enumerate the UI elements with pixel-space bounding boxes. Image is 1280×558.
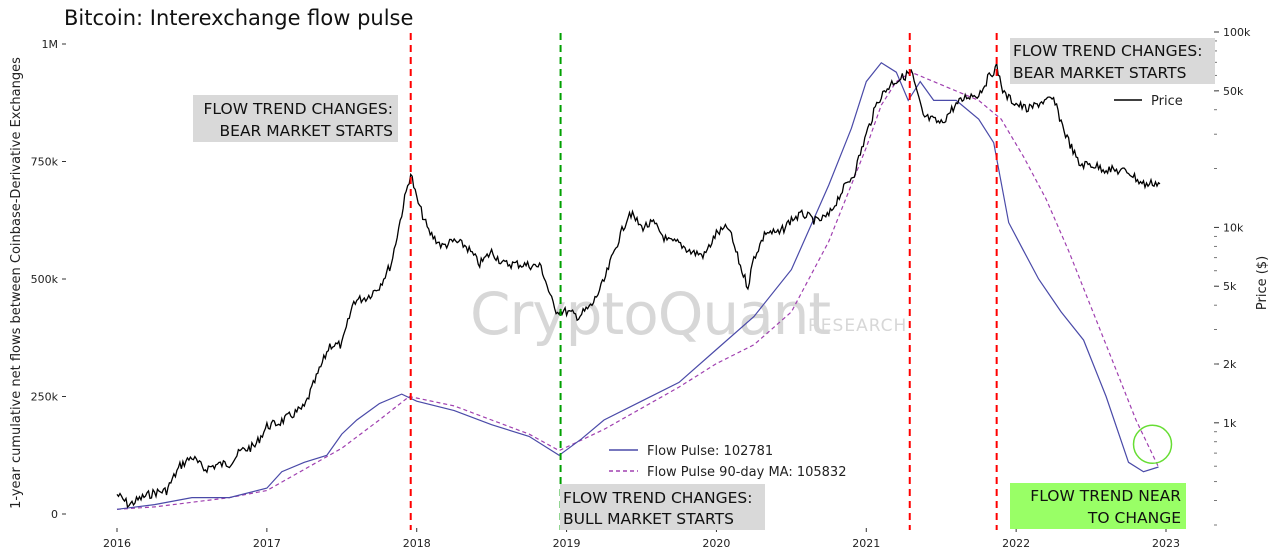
series-line-0 <box>116 60 1161 509</box>
x-tick-label-7: 2023 <box>1152 537 1180 550</box>
watermark-logo-text: CryptoQuant <box>470 280 830 348</box>
annotation-2022-line1: FLOW TREND CHANGES: <box>1013 42 1202 60</box>
annotation-near-change-box <box>1010 483 1186 529</box>
y-tick-label-0: 0 <box>51 508 58 521</box>
legend-price-label: Price <box>1151 94 1183 109</box>
x-tick-label-5: 2021 <box>852 537 880 550</box>
x-tick-label-2: 2018 <box>403 537 431 550</box>
series-layer <box>116 60 1161 510</box>
y2-tick-label-0: 1k <box>1223 417 1237 430</box>
x-axis: 2016 2017 2018 2019 2020 2021 2022 2023 <box>103 528 1180 550</box>
annotation-2022: FLOW TREND CHANGES: BEAR MARKET STARTS <box>1010 38 1215 84</box>
annotation-2018: FLOW TREND CHANGES: BEAR MARKET STARTS <box>193 95 398 142</box>
annotation-near-line1: FLOW TREND NEAR <box>1030 487 1181 505</box>
x-tick-label-1: 2017 <box>253 537 281 550</box>
annotation-2022-box <box>1010 38 1215 84</box>
annotation-2019-box <box>560 484 765 530</box>
watermark: CryptoQuant RESEARCH <box>470 280 907 348</box>
annotation-2018-box <box>193 95 398 142</box>
right-axis: 1k 2k 5k 10k 50k 100k <box>1214 26 1251 526</box>
vline-layer <box>409 33 998 530</box>
y2-tick-label-2: 5k <box>1223 280 1237 293</box>
annotation-2018-line1: FLOW TREND CHANGES: <box>204 100 393 118</box>
legend-flow: Flow Pulse: 102781 Flow Pulse 90-day MA:… <box>609 444 846 480</box>
y-tick-label-4: 1M <box>42 38 59 51</box>
x-tick-label-4: 2020 <box>702 537 730 550</box>
legend-flow-ma-label: Flow Pulse 90-day MA: 105832 <box>647 465 846 480</box>
annotation-2019-line2: BULL MARKET STARTS <box>563 510 734 528</box>
y2-tick-label-1: 2k <box>1223 358 1237 371</box>
annotation-2019-line1: FLOW TREND CHANGES: <box>563 489 752 507</box>
series-line-1 <box>116 62 1159 510</box>
y2-tick-label-3: 10k <box>1223 221 1244 234</box>
y2-tick-label-5: 100k <box>1223 26 1251 39</box>
watermark-sub-text: RESEARCH <box>808 316 907 336</box>
y-tick-label-3: 750k <box>31 156 59 169</box>
legend-flow-pulse-label: Flow Pulse: 102781 <box>647 444 773 459</box>
y-tick-label-1: 250k <box>31 391 59 404</box>
x-tick-label-6: 2022 <box>1002 537 1030 550</box>
annotation-2018-line2: BEAR MARKET STARTS <box>220 122 393 140</box>
y2-tick-label-4: 50k <box>1223 85 1244 98</box>
legend-price: Price <box>1114 94 1183 109</box>
annotation-near-line2: TO CHANGE <box>1087 509 1181 527</box>
chart-title: Bitcoin: Interexchange flow pulse <box>64 6 413 30</box>
y2-axis-label: Price ($) <box>1255 256 1270 310</box>
highlight-circle <box>1132 424 1173 465</box>
x-tick-label-3: 2019 <box>553 537 581 550</box>
x-tick-label-0: 2016 <box>103 537 131 550</box>
annotation-2019: FLOW TREND CHANGES: BULL MARKET STARTS <box>560 484 765 530</box>
y-axis-label: 1-year cumulative net flows between Coin… <box>9 57 24 509</box>
y-tick-label-2: 500k <box>31 273 59 286</box>
annotation-2022-line2: BEAR MARKET STARTS <box>1013 64 1186 82</box>
left-axis: 0 250k 500k 750k 1M <box>31 38 66 521</box>
annotation-near-change: FLOW TREND NEAR TO CHANGE <box>1010 483 1186 529</box>
